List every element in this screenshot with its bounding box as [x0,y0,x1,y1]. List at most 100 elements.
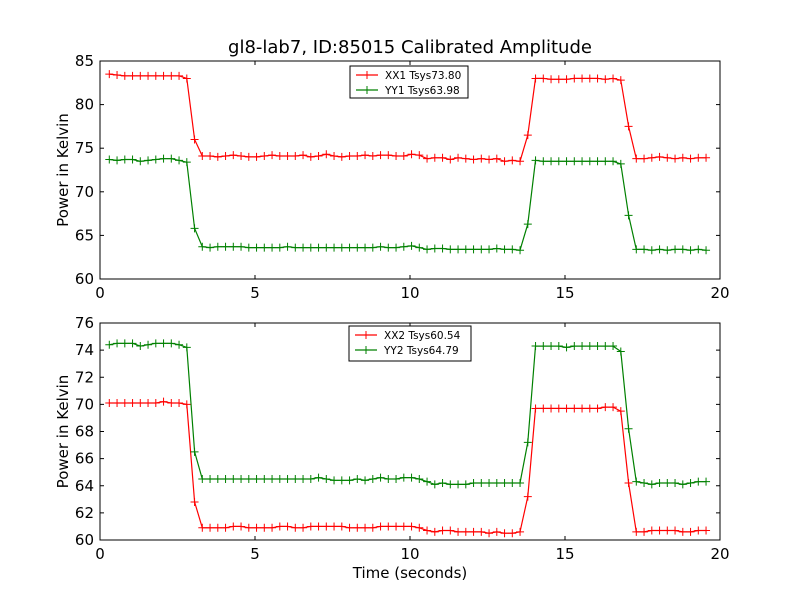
data-point [570,342,579,351]
data-point [609,403,618,412]
x-tick-label: 15 [555,284,574,302]
data-point [244,474,253,483]
data-point [213,242,222,251]
legend-marker [362,346,370,354]
data-point [376,522,385,531]
data-point [237,242,246,251]
y-tick-label: 74 [75,341,94,359]
data-point [492,527,501,536]
data-point [345,523,354,532]
data-point [345,476,354,485]
data-point [159,71,168,80]
data-point [547,157,556,166]
data-point [415,523,424,532]
data-point [275,522,284,531]
data-point [585,404,594,413]
data-point [283,522,292,531]
data-point [562,404,571,413]
data-point [624,211,633,220]
data-point [384,151,393,160]
data-point [616,347,625,356]
data-point [206,523,215,532]
data-point [454,480,463,489]
data-point [345,243,354,252]
data-point [407,473,416,482]
data-point [632,154,641,163]
data-point [531,342,540,351]
series-line [109,158,707,251]
data-point [159,397,168,406]
data-point [368,152,377,161]
data-point [562,157,571,166]
data-point [671,479,680,488]
data-point [647,153,656,162]
data-point [136,399,145,408]
data-point [151,339,160,348]
data-point [663,479,672,488]
data-point [376,151,385,160]
data-point [392,522,401,531]
data-point [283,242,292,251]
data-point [469,245,478,254]
data-point [508,529,517,538]
data-point [221,474,230,483]
data-point [624,479,633,488]
data-point [585,157,594,166]
data-point [601,157,610,166]
data-point [190,498,199,507]
data-point [268,243,277,252]
data-point [500,529,509,538]
data-point [306,474,315,483]
data-point [554,404,563,413]
data-point [384,243,393,252]
data-point [647,480,656,489]
data-point [392,152,401,161]
data-point [539,157,548,166]
data-point [260,152,269,161]
data-point [144,399,153,408]
data-point [105,399,114,408]
y-tick-label: 70 [75,395,94,413]
data-point [314,522,323,531]
data-point [516,246,525,255]
data-point [547,75,556,84]
data-point [252,152,261,161]
data-point [399,242,408,251]
data-point [392,243,401,252]
data-point [120,155,129,164]
chart-panel-1: 0 5 10 15 20 60 65 70 75 80 85 Power in Kelvin XX1 T… [54,52,730,302]
data-point [446,480,455,489]
data-point [221,523,230,532]
data-point [213,474,222,483]
data-point [299,243,308,252]
data-point [291,523,300,532]
data-point [229,151,238,160]
data-point [531,74,540,83]
data-point [229,242,238,251]
data-point [694,245,703,254]
data-point [182,158,191,167]
data-point [330,476,339,485]
data-point [454,153,463,162]
data-point [105,70,114,79]
data-point [539,342,548,351]
data-point [221,242,230,251]
data-point [593,342,602,351]
data-point [616,76,625,85]
data-point [415,474,424,483]
x-tick-label: 5 [250,545,260,563]
data-point [554,157,563,166]
data-point [508,245,517,254]
data-point [492,479,501,488]
data-point [663,246,672,255]
data-point [244,243,253,252]
y-axis-label: Power in Kelvin [54,375,72,489]
data-point [671,154,680,163]
data-point [268,523,277,532]
data-point [671,526,680,535]
data-point [368,243,377,252]
y-tick-label: 65 [75,226,94,244]
data-point [500,157,509,166]
data-point [415,151,424,160]
data-point [361,243,370,252]
